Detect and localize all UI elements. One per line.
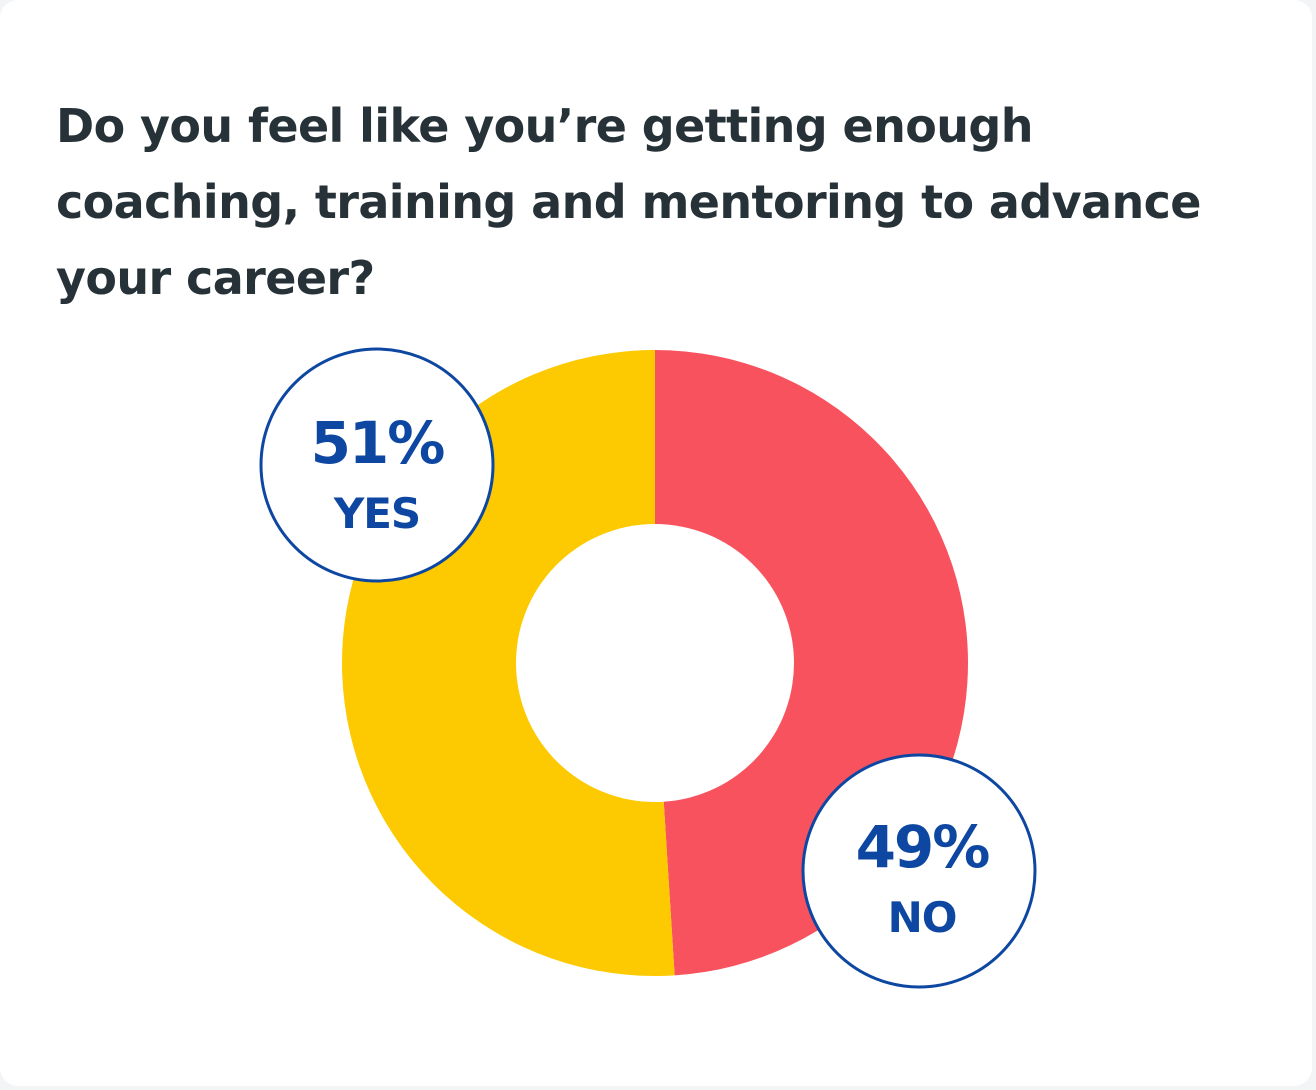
callout-yes-value: 51% (311, 409, 445, 477)
chart-title: Do you feel like you’re getting enough c… (56, 99, 1202, 305)
callout-yes-circle (259, 347, 495, 583)
callout-no-value: 49% (856, 813, 990, 881)
callout-yes: 51% YES (259, 347, 495, 583)
callout-no: 49% NO (801, 753, 1037, 989)
callout-no-circle (801, 753, 1037, 989)
callout-yes-label: YES (333, 489, 420, 538)
callout-no-label: NO (888, 893, 957, 942)
